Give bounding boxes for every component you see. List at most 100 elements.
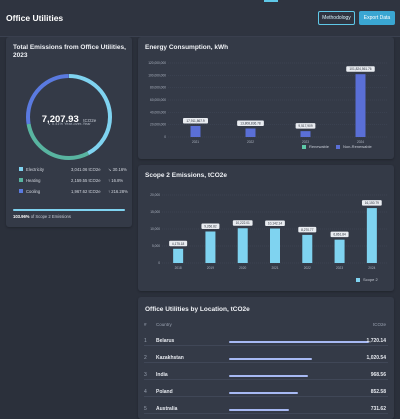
scope2-swatch — [356, 277, 360, 282]
data-label: 9,517,909 — [298, 124, 312, 128]
scope2-emissions-title: Scope 2 Emissions, tCO2e — [145, 172, 228, 179]
data-label-box — [330, 231, 349, 238]
scope2-legend: Scope 2 — [356, 277, 378, 282]
bar-2022[interactable] — [245, 128, 256, 137]
data-label-box — [237, 120, 264, 126]
top-bar: Office Utilities Methodology Export Data — [0, 0, 400, 37]
total-emissions-card: Total Emissions from Office Utilities, 2… — [6, 37, 132, 227]
row-rank: 3 — [144, 372, 147, 378]
renewable-legend-label: Renewable — [309, 144, 330, 149]
row-bar-track — [229, 392, 369, 394]
data-label: 101,824,561.76 — [349, 67, 371, 71]
x-tick-label: 2022 — [247, 140, 254, 144]
bar-2020[interactable] — [237, 228, 248, 263]
row-bar-track — [229, 375, 369, 377]
electricity-label: Electricity — [26, 167, 44, 172]
data-label-box — [183, 117, 208, 124]
emissions-donut — [26, 74, 112, 160]
col-index-header: # — [144, 322, 147, 327]
x-tick-label: 2021 — [271, 266, 278, 270]
row-rank: 2 — [144, 355, 147, 361]
bar-2023[interactable] — [334, 239, 345, 263]
row-country: Belarus — [156, 338, 175, 344]
export-data-button[interactable]: Export Data — [359, 11, 395, 25]
y-tick-label: 80,000,000 — [150, 86, 166, 90]
energy-consumption-card: Energy Consumption, kWh 120,000,000 100,0… — [138, 37, 394, 159]
data-label-box — [265, 220, 285, 227]
scope-progress-fill — [13, 209, 125, 211]
location-card: Office Utilities by Location, tCO2e — [138, 297, 394, 419]
table-row[interactable]: 1 Belarus 1,720.14 — [144, 336, 388, 346]
row-country: India — [156, 372, 168, 378]
data-label: 10,222.01 — [236, 221, 250, 225]
total-emissions-unit: tCO2e — [83, 118, 97, 123]
bar-2018[interactable] — [173, 248, 184, 263]
electricity-swatch — [19, 167, 23, 171]
table-row[interactable]: 5 Australia 731.62 — [144, 404, 388, 414]
scope-progress-text: 103.96% of Scope 2 Emissions — [13, 214, 71, 219]
table-row[interactable]: 4 Poland 852.58 — [144, 387, 388, 397]
renewable-swatch — [302, 144, 306, 149]
data-label-box — [346, 66, 375, 72]
row-bar-track — [229, 409, 369, 411]
bar-2022[interactable] — [302, 234, 313, 263]
row-bar — [229, 341, 369, 343]
data-label-box — [298, 226, 317, 233]
bar-2024[interactable] — [355, 74, 366, 137]
col-country-header: Country — [156, 322, 172, 327]
heating-value: 2,159.55 tCO2e — [71, 178, 101, 183]
x-tick-label: 2024 — [368, 266, 375, 270]
row-rank: 4 — [144, 389, 147, 395]
breakdown-row-heating: Heating 2,159.55 tCO2e ↑ 16.8% — [19, 176, 131, 185]
cooling-swatch — [19, 189, 23, 193]
y-tick-label: 100,000,000 — [148, 73, 166, 77]
y-tick-label: 15,000 — [150, 210, 160, 214]
row-bar — [229, 392, 299, 394]
data-label-box — [295, 123, 316, 129]
total-emissions-title: Total Emissions from Office Utilities, 2… — [13, 44, 126, 59]
row-value: 968.56 — [370, 372, 386, 378]
bar-2019[interactable] — [205, 231, 216, 263]
y-tick-label: 0 — [164, 135, 166, 139]
cooling-change: ↑ 216.28% — [108, 189, 128, 194]
bar-2021[interactable] — [190, 125, 201, 137]
methodology-button[interactable]: Methodology — [318, 11, 355, 25]
bar-2021[interactable] — [270, 228, 280, 263]
bar-2023[interactable] — [300, 131, 311, 137]
scope2-chart: 20,000 15,000 10,000 5,000 0 4,175.18 2018 9,26… — [150, 193, 388, 270]
location-table-header: # Country tCO2e — [144, 322, 388, 330]
table-row[interactable]: 2 Kazakhstan 1,020.54 — [144, 353, 388, 363]
heating-swatch — [19, 178, 23, 182]
data-label: 6,861.84 — [333, 233, 346, 237]
x-tick-label: 2020 — [239, 266, 246, 270]
row-bar-track — [229, 341, 369, 343]
cooling-value: 1,967.62 tCO2e — [71, 189, 101, 194]
data-label: 16,150.79 — [365, 201, 379, 205]
breakdown-row-cooling: Cooling 1,967.62 tCO2e ↑ 216.28% — [19, 187, 131, 196]
row-value: 1,020.54 — [366, 355, 386, 361]
data-label: 8,270.77 — [301, 228, 314, 232]
y-tick-label: 40,000,000 — [150, 110, 166, 114]
row-bar — [229, 409, 289, 411]
row-rank: 5 — [144, 406, 147, 412]
y-tick-label: 120,000,000 — [148, 61, 166, 65]
y-tick-label: 20,000,000 — [150, 123, 166, 127]
electricity-value: 3,041.06 tCO2e — [71, 167, 101, 172]
donut-segment-heating — [26, 74, 112, 160]
active-tab-indicator — [264, 0, 278, 2]
data-label-box — [201, 223, 220, 229]
data-label: 17,911,867.9 — [186, 119, 205, 123]
row-value: 852.58 — [370, 389, 386, 395]
scope2-legend-label: Scope 2 — [363, 277, 378, 282]
non-renewable-swatch — [336, 144, 341, 149]
data-label-box — [169, 240, 188, 247]
data-label-box — [232, 220, 253, 226]
page-title: Office Utilities — [6, 13, 64, 23]
scope2-emissions-card: Scope 2 Emissions, tCO2e 20,000 15,000 10,… — [138, 165, 394, 291]
data-label-box — [361, 200, 382, 206]
table-row[interactable]: 3 India 968.56 — [144, 370, 388, 380]
bar-2024[interactable] — [366, 208, 377, 263]
row-country: Kazakhstan — [156, 355, 184, 361]
cooling-label: Cooling — [26, 189, 41, 194]
row-bar — [229, 375, 308, 377]
